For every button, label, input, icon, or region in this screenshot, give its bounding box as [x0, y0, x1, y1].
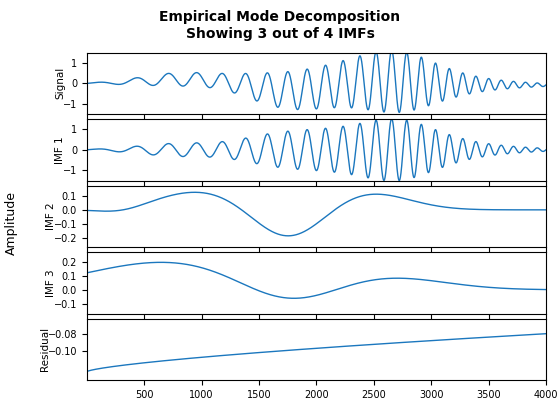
Y-axis label: IMF 3: IMF 3	[46, 269, 56, 297]
Y-axis label: Residual: Residual	[40, 327, 50, 371]
Y-axis label: IMF 2: IMF 2	[46, 202, 56, 230]
Text: Amplitude: Amplitude	[4, 191, 18, 255]
Y-axis label: IMF 1: IMF 1	[55, 136, 65, 164]
Y-axis label: Signal: Signal	[55, 67, 65, 100]
Text: Empirical Mode Decomposition
Showing 3 out of 4 IMFs: Empirical Mode Decomposition Showing 3 o…	[160, 10, 400, 41]
